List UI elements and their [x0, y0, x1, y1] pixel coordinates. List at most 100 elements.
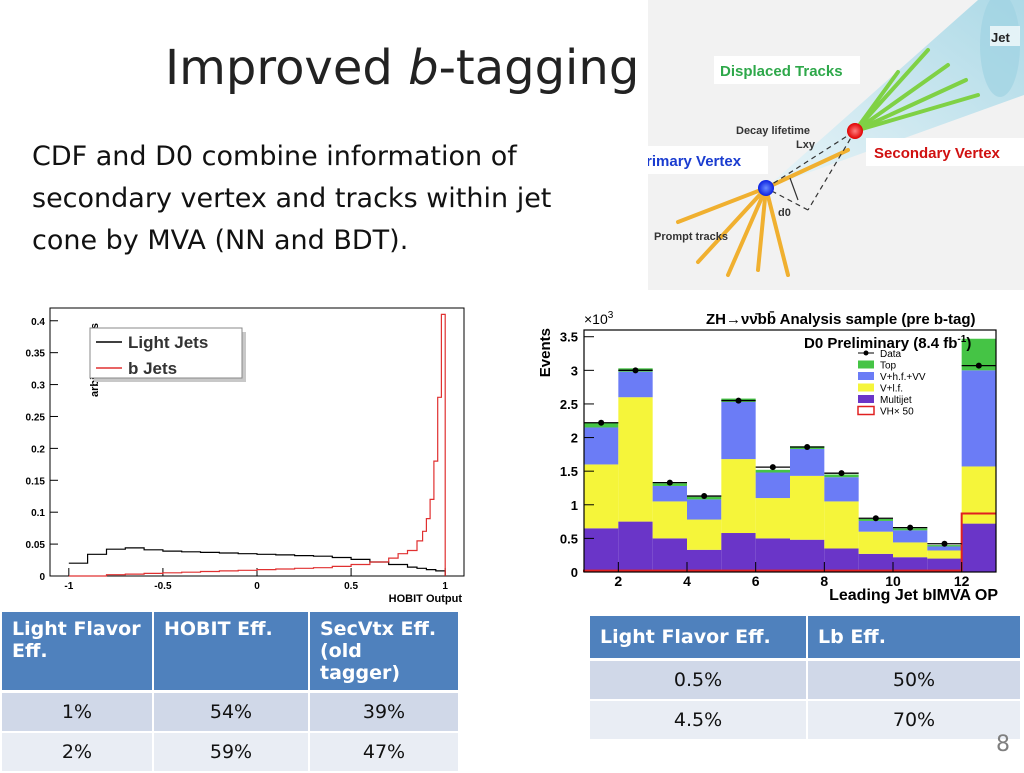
d0-chart-subtitle: D0 Preliminary (8.4 fb-1)	[804, 334, 971, 352]
data-point	[666, 479, 673, 486]
title-rest: -tagging	[438, 40, 640, 96]
d0-x-tick-label: 6	[752, 573, 760, 589]
data-point	[735, 397, 742, 404]
d0-plot-area: 0 0.5 1 1.5 2 2.5 3 3.5 2 4 6 8 10 12	[560, 329, 997, 589]
decay-lifetime-label: Decay lifetime	[736, 125, 810, 137]
signal-vh-series	[583, 512, 996, 572]
stack-bar-top	[755, 469, 790, 473]
hobit-y-tick-label: 0.3	[31, 381, 45, 392]
table-cell: 2%	[2, 733, 154, 773]
stack-bar-vhfvv	[790, 448, 825, 476]
primary-vertex-dot	[758, 180, 774, 196]
data-point	[701, 493, 708, 500]
hobit-y-tick-label: 0.1	[31, 508, 45, 519]
stack-bar-multijet	[584, 528, 619, 572]
hobit-y-tick-label: 0.05	[26, 540, 46, 551]
d0-x-axis-label: Leading Jet bIMVA OP	[829, 587, 998, 604]
d0-y-tick-label: 0.5	[560, 531, 578, 546]
table-cell: 54%	[154, 693, 310, 733]
d0-y-multiplier: ×103	[584, 310, 614, 327]
stack-bar-vlf	[858, 531, 893, 554]
legend-swatch	[858, 360, 874, 369]
hobit-x-tick-label: 0.5	[344, 581, 358, 592]
d0-frame	[583, 329, 997, 573]
stack-bar-vlf	[618, 397, 653, 522]
stack-bar-vlf	[721, 459, 756, 534]
secondary-vertex-label: Secondary Vertex	[874, 145, 1001, 162]
table-header-cell: HOBIT Eff.	[154, 612, 310, 693]
legend-swatch	[858, 372, 874, 380]
legend-label: V+l.f.	[880, 384, 903, 395]
hobit-x-tick-label: -1	[64, 581, 73, 592]
d0-line-1	[807, 130, 856, 211]
table-cell: 47%	[310, 733, 460, 773]
d0-y-tick-label: 3	[571, 363, 578, 378]
legend-label: Top	[880, 361, 897, 372]
stack-bar-vhfvv	[618, 371, 653, 398]
stack-bar-vhfvv	[893, 530, 928, 543]
stack-bar-vhfvv	[858, 520, 893, 532]
jet-diagram: Jet Displaced Tracks Decay lifetime Lxy …	[648, 0, 1024, 290]
page-number: 8	[996, 732, 1010, 757]
bimva-efficiency-table: Light Flavor Eff. Lb Eff. 0.5% 50% 4.5% …	[590, 616, 1022, 741]
hobit-efficiency-table: Light Flavor Eff. HOBIT Eff. SecVtx Eff.…	[2, 612, 460, 773]
stack-bar-multijet	[721, 533, 756, 572]
title-italic: b	[408, 40, 439, 96]
d0-tick	[789, 177, 799, 201]
d0-y-tick-label: 3.5	[560, 330, 578, 345]
stack-bar-multijet	[961, 523, 996, 572]
data-point	[598, 419, 605, 426]
body-text: CDF and D0 combine information of second…	[32, 141, 552, 256]
legend-label-b-jets: b Jets	[128, 359, 177, 378]
data-point	[941, 540, 948, 547]
d0-y-axis-label: Events	[537, 328, 554, 377]
title-main: Improved	[165, 40, 409, 96]
hobit-x-tick-label: 1	[442, 581, 448, 592]
jet-cone-end	[980, 0, 1020, 97]
hobit-y-tick-label: 0.35	[26, 349, 46, 360]
stack-bar-vlf	[961, 466, 996, 524]
stack-bar-vhfvv	[652, 485, 687, 502]
table-row: 2% 59% 47%	[2, 733, 460, 773]
stack-bar-multijet	[687, 549, 722, 572]
table-cell: 70%	[808, 701, 1022, 741]
stack-bar-vhfvv	[927, 546, 962, 551]
stack-bar-multijet	[755, 538, 790, 572]
hobit-y-tick-label: 0.15	[26, 476, 46, 487]
d0-x-tick-label: 10	[885, 573, 901, 589]
hobit-y-tick-label: 0.2	[31, 444, 45, 455]
hobit-y-tick-label: 0.25	[26, 412, 46, 423]
hobit-y-tick-label: 0	[39, 572, 45, 583]
data-point	[632, 367, 639, 374]
prompt-tracks	[676, 148, 850, 277]
table-row: 1% 54% 39%	[2, 693, 460, 733]
stack-bar-multijet	[858, 553, 893, 572]
legend-label: V+h.f.+VV	[880, 372, 926, 383]
legend-swatch-signal	[857, 405, 875, 416]
table-cell: 59%	[154, 733, 310, 773]
stack-bar-vlf	[652, 501, 687, 539]
legend-swatch	[858, 383, 874, 392]
displaced-tracks-label: Displaced Tracks	[720, 63, 843, 80]
stack-bar-vlf	[893, 542, 928, 558]
d0-x-tick-label: 4	[683, 573, 691, 589]
hobit-x-axis-label: HOBIT Output	[389, 593, 463, 605]
legend-label: Data	[880, 349, 902, 360]
data-point	[804, 443, 811, 450]
table-cell: 0.5%	[590, 661, 808, 701]
secondary-vertex-dot	[847, 123, 863, 139]
d0-x-tick-label: 12	[954, 573, 970, 589]
hobit-x-tick-label: 0	[254, 581, 260, 592]
legend-label: VH× 50	[880, 407, 914, 418]
stack-bar-vlf	[584, 464, 619, 529]
stack-bar-vhfvv	[961, 370, 996, 467]
d0-y-tick-label: 2	[571, 431, 578, 446]
b-jets-series	[68, 313, 446, 577]
d0-x-tick-label: 2	[614, 573, 622, 589]
table-header-cell: Lb Eff.	[808, 616, 1022, 661]
table-cell: 1%	[2, 693, 154, 733]
slide-title: Improved b-tagging	[165, 40, 639, 96]
table-cell: 4.5%	[590, 701, 808, 741]
stack-bar-multijet	[893, 557, 928, 572]
